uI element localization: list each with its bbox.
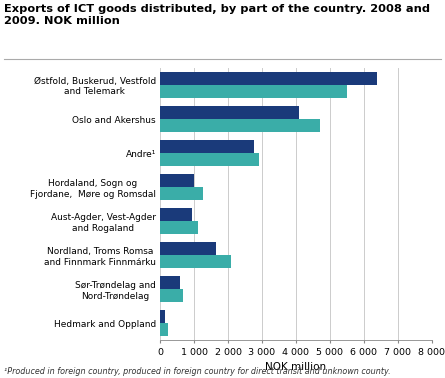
- Bar: [160, 323, 168, 336]
- Bar: [160, 255, 231, 268]
- Bar: [160, 72, 377, 85]
- Text: Exports of ICT goods distributed, by part of the country. 2008 and
2009. NOK mil: Exports of ICT goods distributed, by par…: [4, 4, 430, 26]
- Bar: [160, 106, 299, 119]
- Bar: [160, 289, 183, 302]
- Bar: [160, 85, 347, 98]
- Bar: [160, 187, 202, 200]
- X-axis label: NOK million: NOK million: [265, 363, 327, 372]
- Bar: [160, 140, 254, 153]
- Bar: [160, 119, 320, 132]
- Bar: [160, 310, 165, 323]
- Bar: [160, 242, 216, 255]
- Bar: [160, 208, 192, 221]
- Text: ¹Produced in foreign country, produced in foreign country for direct transit and: ¹Produced in foreign country, produced i…: [4, 367, 391, 376]
- Bar: [160, 276, 180, 289]
- Bar: [160, 221, 198, 234]
- Bar: [160, 174, 194, 187]
- Bar: [160, 153, 259, 166]
